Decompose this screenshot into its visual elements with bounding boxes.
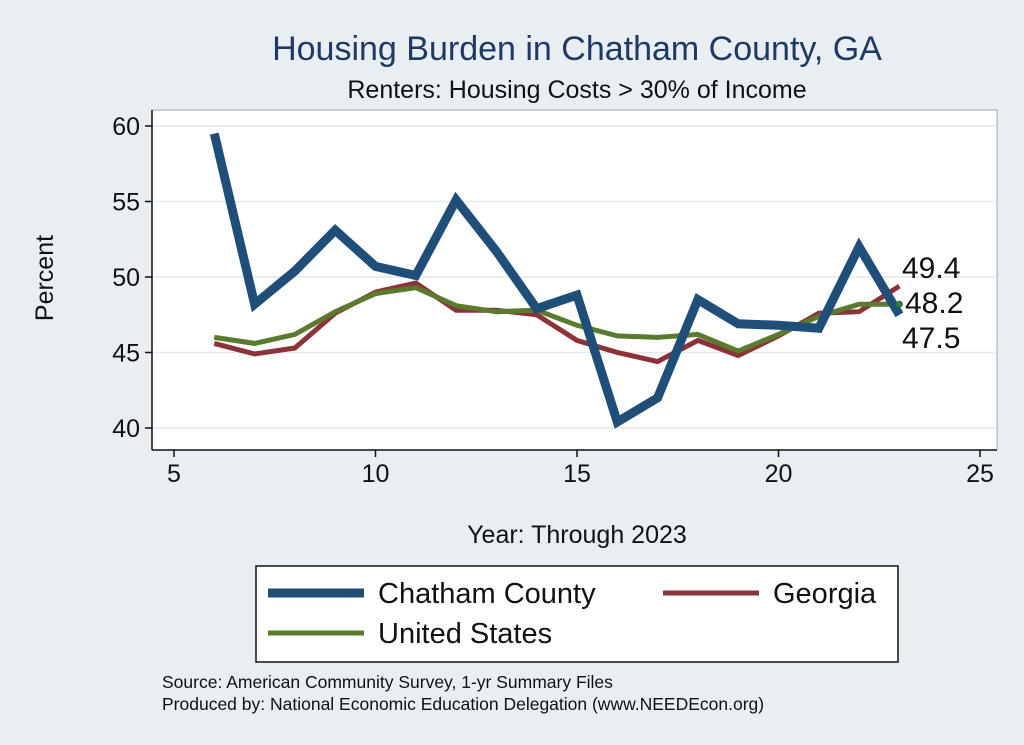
y-tick-label-50: 50 [112, 264, 140, 292]
series-line-united-states [213, 285, 900, 354]
us-endpoint-marker [895, 300, 903, 308]
chart-title: Housing Burden in Chatham County, GA [272, 30, 882, 68]
gridlines [152, 125, 997, 429]
legend-label-united-states: United States [378, 618, 552, 650]
legend: Chatham County Georgia United States [255, 565, 899, 663]
source-note: Source: American Community Survey, 1-yr … [162, 672, 613, 692]
y-tick-label-40: 40 [112, 415, 140, 443]
produced-by-note: Produced by: National Economic Education… [162, 694, 764, 714]
x-axis-ticks: 5 10 15 20 25 [167, 450, 994, 488]
y-axis-label: Percent [31, 235, 59, 321]
end-label-united-states: 48.2 [905, 287, 963, 320]
y-tick-label-60: 60 [112, 113, 140, 141]
plot-area [151, 109, 998, 451]
end-label-georgia: 49.4 [902, 252, 960, 285]
legend-box [255, 565, 899, 663]
series-lines [209, 132, 904, 429]
x-tick-label-25: 25 [966, 460, 994, 488]
x-tick-label-5: 5 [167, 460, 181, 488]
y-tick-label-45: 45 [112, 340, 140, 368]
x-axis-label: Year: Through 2023 [467, 521, 687, 549]
series-line-chatham-county [209, 132, 904, 429]
y-tick-label-55: 55 [112, 189, 140, 217]
end-label-chatham: 47.5 [902, 322, 960, 355]
x-tick-label-20: 20 [765, 460, 793, 488]
y-axis-ticks: 40 45 50 55 60 [112, 113, 152, 443]
chart-subtitle: Renters: Housing Costs > 30% of Income [347, 76, 806, 104]
legend-label-chatham: Chatham County [378, 578, 596, 610]
x-tick-label-10: 10 [362, 460, 390, 488]
x-tick-label-15: 15 [563, 460, 591, 488]
legend-label-georgia: Georgia [773, 578, 877, 610]
